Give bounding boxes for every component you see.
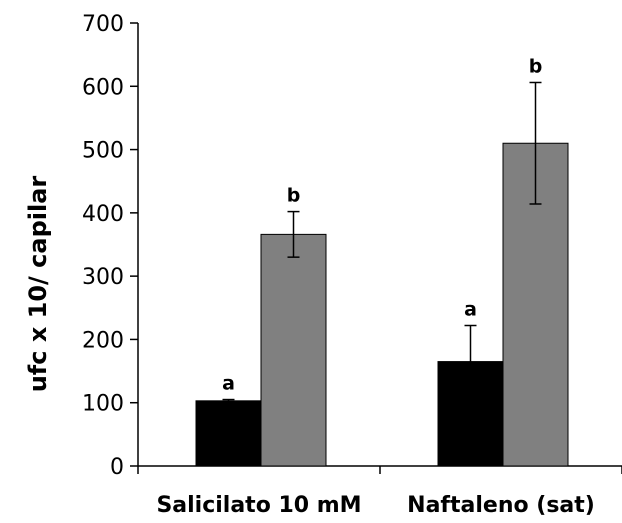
category-label: Naftaleno (sat) [407,493,595,518]
y-tick-label: 500 [82,139,124,164]
error-bars [222,81,542,403]
labels: 0 100 200 300 400 500 600 700 a b Salicilato 10 mM… [82,12,595,518]
y-tick-label: 700 [82,12,124,37]
category-label: Salicilato 10 mM [156,493,361,518]
y-tick-label: 300 [82,265,124,290]
significance-label: a [464,299,477,321]
bars [195,142,569,467]
bar [260,233,327,467]
y-tick-label: 100 [82,392,124,417]
significance-label: a [222,373,235,395]
bar [195,400,262,467]
y-axis-title: ufc x 10/ capilar [24,176,52,393]
significance-label: b [287,185,301,207]
y-tick-label: 0 [110,455,124,480]
y-tick-label: 400 [82,202,124,227]
y-tick-label: 200 [82,328,124,353]
significance-label: b [529,55,543,77]
y-tick-label: 600 [82,75,124,100]
